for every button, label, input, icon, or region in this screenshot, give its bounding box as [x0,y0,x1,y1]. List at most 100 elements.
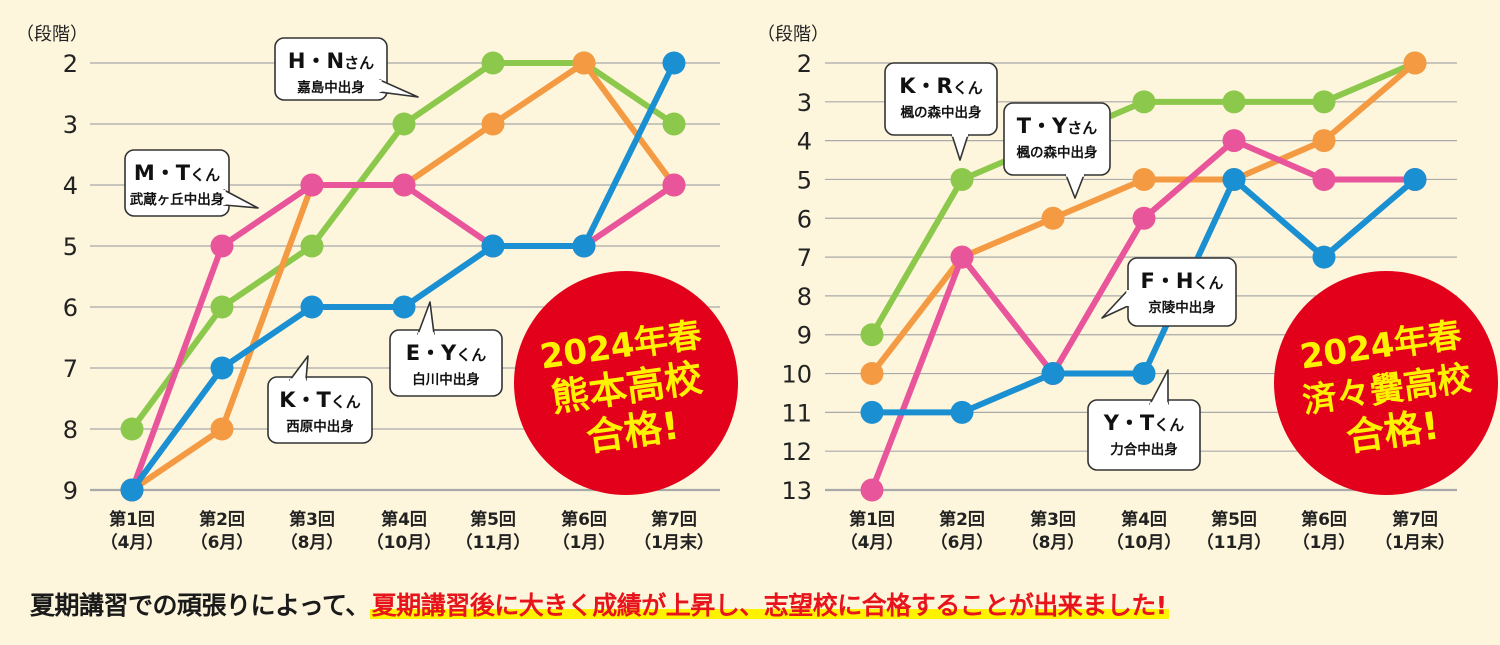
callout-student-name: T・Yさん [1017,114,1098,138]
x-category-sublabel: （10月） [367,532,442,553]
data-point-green [392,112,416,136]
callout-name-suffix: くん [953,79,983,97]
x-category-label: 第1回 [849,509,895,530]
data-point-green [300,234,324,258]
y-tick-label: 5 [63,233,78,261]
x-category-label: 第7回 [651,509,697,530]
callout-student-name: K・Tくん [279,388,361,412]
y-tick-label: 8 [797,283,812,311]
y-unit-label: （段階） [757,24,829,45]
data-point-blue [120,478,144,502]
callout-name-suffix: さん [1067,119,1097,137]
callout-name-initials: E・Y [406,341,457,365]
y-tick-label: 7 [63,355,78,383]
callout-name-initials: F・H [1141,269,1194,293]
x-category-sublabel: （1月末） [1375,532,1455,553]
callout-name-initials: Y・T [1103,411,1155,435]
data-point-orange [1312,129,1336,153]
x-category-label: 第6回 [561,509,607,530]
callout-box [267,376,373,444]
x-category-sublabel: （4月） [101,532,164,553]
data-point-pink [210,234,234,258]
data-point-green [662,112,686,136]
x-category-sublabel: （1月） [1293,532,1356,553]
y-tick-label: 5 [797,166,812,194]
x-category-sublabel: （11月） [456,532,531,553]
data-point-green [860,323,884,347]
y-tick-label: 6 [63,294,78,322]
callout-name-initials: K・T [279,388,331,412]
callout-box [884,62,998,136]
x-category-sublabel: （1月） [553,532,616,553]
x-category-sublabel: （1月末） [634,532,714,553]
y-tick-label: 9 [63,477,78,505]
data-point-blue [950,400,974,424]
x-category-label: 第2回 [939,509,985,530]
data-point-blue [1312,245,1336,269]
summary-plain-text: 夏期講習での頑張りによって、 [30,591,370,620]
callout-box [1003,102,1111,176]
callout-box [1087,399,1201,471]
data-point-green [1312,90,1336,114]
callout-name-suffix: さん [344,54,374,72]
y-tick-label: 12 [781,438,812,466]
x-category-sublabel: （11月） [1197,532,1272,553]
callout-name-initials: K・R [899,74,952,98]
callout-tail [223,189,259,209]
data-point-pink [1132,206,1156,230]
y-tick-label: 3 [797,89,812,117]
data-point-blue [662,51,686,75]
callout-name-suffix: くん [190,166,220,184]
data-point-blue [300,295,324,319]
y-tick-label: 9 [797,322,812,350]
data-point-green [1222,90,1246,114]
badge-circle [1274,271,1498,495]
x-category-sublabel: （8月） [281,532,344,553]
x-category-sublabel: （4月） [841,532,904,553]
callout-tail [1065,174,1085,199]
data-point-pink [1312,167,1336,191]
y-tick-label: 7 [797,244,812,272]
data-point-pink [860,478,884,502]
callout-school: 西原中出身 [286,418,354,435]
y-tick-label: 11 [781,399,812,427]
data-point-blue [1132,362,1156,386]
data-point-orange [572,51,596,75]
callout-name-initials: M・T [134,161,191,185]
x-category-label: 第4回 [1121,509,1167,530]
x-category-sublabel: （6月） [191,532,254,553]
callout-name-initials: H・N [288,49,344,73]
callout-school: 京陵中出身 [1148,299,1216,316]
callout-tail [951,134,969,161]
x-category-sublabel: （8月） [1022,532,1085,553]
callout-student-name: F・Hくん [1141,269,1224,293]
callout-name-initials: T・Y [1017,114,1068,138]
y-tick-label: 3 [63,111,78,139]
data-point-pink [1222,129,1246,153]
callout-school: 楓の森中出身 [1017,144,1098,161]
callout-school: 力合中出身 [1110,441,1178,458]
data-point-blue [1222,167,1246,191]
callout-school: 楓の森中出身 [901,104,982,121]
data-point-pink [950,245,974,269]
callout-name-suffix: くん [1193,274,1223,292]
x-category-sublabel: （10月） [1107,532,1182,553]
badge-circle [514,271,738,495]
y-tick-label: 2 [63,50,78,78]
x-category-label: 第6回 [1301,509,1347,530]
data-point-blue [1041,362,1065,386]
data-point-blue [1403,167,1427,191]
data-point-pink [300,173,324,197]
x-category-label: 第7回 [1392,509,1438,530]
y-tick-label: 6 [797,205,812,233]
data-point-green [950,167,974,191]
callout-box [389,329,503,397]
data-point-pink [662,173,686,197]
